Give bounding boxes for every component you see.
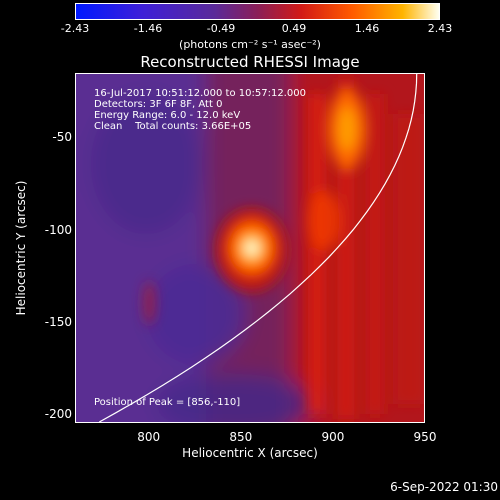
rhessi-image [76, 74, 424, 422]
colorbar [75, 3, 440, 20]
streak [308, 94, 326, 414]
x-tick-label: 900 [321, 430, 345, 444]
x-tick-label: 850 [229, 430, 253, 444]
x-tick-label: 950 [413, 430, 437, 444]
dark-region [156, 374, 316, 422]
y-tick-label: -200 [44, 406, 72, 421]
streak [394, 114, 424, 404]
annotation-time: 16-Jul-2017 10:51:12.000 to 10:57:12.000 [94, 88, 306, 99]
chart-title: Reconstructed RHESSI Image [140, 53, 360, 71]
peak-label: Position of Peak = [856,-110] [94, 397, 241, 408]
image-sources [143, 79, 424, 419]
y-tick-label: -50 [52, 130, 72, 145]
peak-core [244, 240, 259, 256]
y-axis-label: Heliocentric Y (arcsec) [14, 180, 28, 316]
limb-source-core [338, 106, 357, 151]
colorbar-units: (photons cm⁻² s⁻¹ asec⁻²) [179, 38, 321, 51]
dark-region [91, 94, 201, 234]
colorbar-tick-label: -1.46 [133, 22, 163, 35]
colorbar-tick-label: 1.46 [354, 22, 380, 35]
secondary-source [307, 190, 340, 251]
colorbar-tick-label: 2.43 [427, 22, 453, 35]
y-tick-label: -150 [44, 314, 72, 329]
colorbar-tick-label: -2.43 [60, 22, 90, 35]
colorbar-tick-label: -0.49 [206, 22, 236, 35]
streak [366, 94, 384, 414]
annotation-energy: Energy Range: 6.0 - 12.0 keV [94, 110, 241, 121]
solar-limb [99, 74, 418, 422]
annotation-detectors: Detectors: 3F 6F 8F, Att 0 [94, 99, 223, 110]
x-tick-label: 800 [137, 430, 161, 444]
annotation-clean: Clean Total counts: 3.66E+05 [94, 121, 252, 132]
colorbar-tick-label: 0.49 [281, 22, 307, 35]
y-tick-label: -100 [44, 222, 72, 237]
dark-region [146, 264, 246, 364]
x-axis-label: Heliocentric X (arcsec) [182, 446, 318, 460]
timestamp: 6-Sep-2022 01:30 [390, 480, 498, 494]
minor-source [143, 280, 156, 325]
plot-area [75, 73, 425, 423]
